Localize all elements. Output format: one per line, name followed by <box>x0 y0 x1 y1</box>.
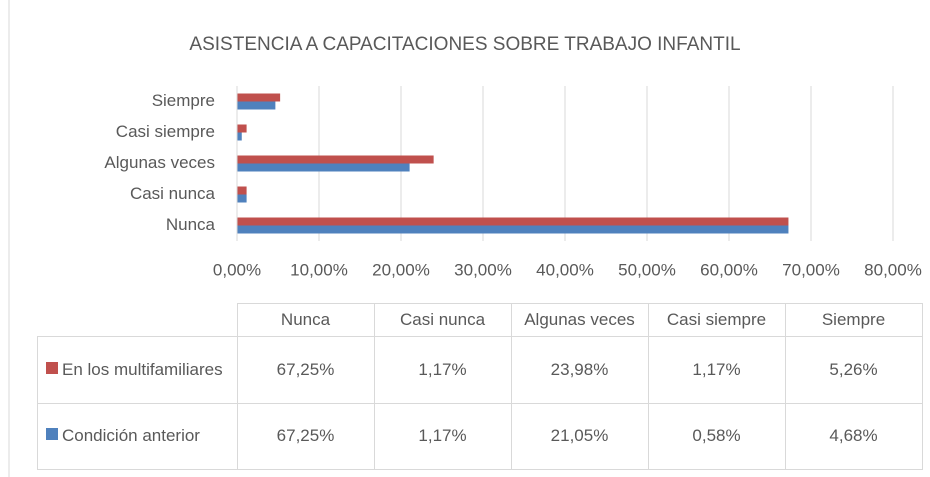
bar <box>237 186 247 195</box>
data-table: Nunca Casi nunca Algunas veces Casi siempre… <box>37 303 923 470</box>
table-value: 67,25% <box>236 335 375 404</box>
x-tick-label: 50,00% <box>618 260 676 279</box>
bar <box>237 101 276 110</box>
column-header: Algunas veces <box>510 303 649 337</box>
x-tick-label: 10,00% <box>290 260 348 279</box>
bar <box>237 93 281 102</box>
legend-label: En los multifamiliares <box>62 359 223 379</box>
table-row: En los multifamiliares 67,25% 1,17% 23,98% 1… <box>37 335 923 404</box>
column-header: Siempre <box>784 303 923 337</box>
row-label: Condición anterior <box>37 402 238 470</box>
table-value: 1,17% <box>373 335 512 404</box>
table-value: 1,17% <box>373 402 512 470</box>
bar <box>237 155 434 164</box>
bar <box>237 163 410 172</box>
x-tick-label: 0,00% <box>213 260 261 279</box>
bar <box>237 217 789 226</box>
table-value: 4,68% <box>784 402 923 470</box>
y-tick-label: Casi siempre <box>116 122 215 141</box>
table-value: 5,26% <box>784 335 923 404</box>
table-row: Condición anterior 67,25% 1,17% 21,05% 0,58%… <box>37 402 923 470</box>
y-tick-label: Casi nunca <box>130 184 216 203</box>
legend-swatch <box>46 428 58 440</box>
x-tick-label: 20,00% <box>372 260 430 279</box>
y-tick-label: Algunas veces <box>104 153 215 172</box>
column-header: Casi siempre <box>647 303 786 337</box>
chart-title: ASISTENCIA A CAPACITACIONES SOBRE TRABAJ… <box>189 34 740 55</box>
table-value: 23,98% <box>510 335 649 404</box>
column-header: Casi nunca <box>373 303 512 337</box>
legend-swatch <box>46 361 58 374</box>
x-tick-label: 70,00% <box>782 260 840 279</box>
y-tick-label: Nunca <box>166 215 216 234</box>
x-tick-label: 30,00% <box>454 260 512 279</box>
y-tick-label: Siempre <box>152 91 215 110</box>
bar <box>237 124 247 133</box>
x-tick-label: 60,00% <box>700 260 758 279</box>
table-value: 1,17% <box>647 335 786 404</box>
table-header-row: Nunca Casi nunca Algunas veces Casi siempre… <box>37 303 923 337</box>
x-tick-label: 40,00% <box>536 260 594 279</box>
table-value: 67,25% <box>236 402 375 470</box>
row-label: En los multifamiliares <box>37 335 238 404</box>
table-corner <box>37 303 238 337</box>
column-header: Nunca <box>236 303 375 337</box>
bar <box>237 194 247 203</box>
legend-label: Condición anterior <box>62 426 200 445</box>
bar <box>237 132 242 141</box>
bar <box>237 225 789 234</box>
x-tick-label: 80,00% <box>864 260 922 279</box>
table-value: 21,05% <box>510 402 649 470</box>
table-value: 0,58% <box>647 402 786 470</box>
